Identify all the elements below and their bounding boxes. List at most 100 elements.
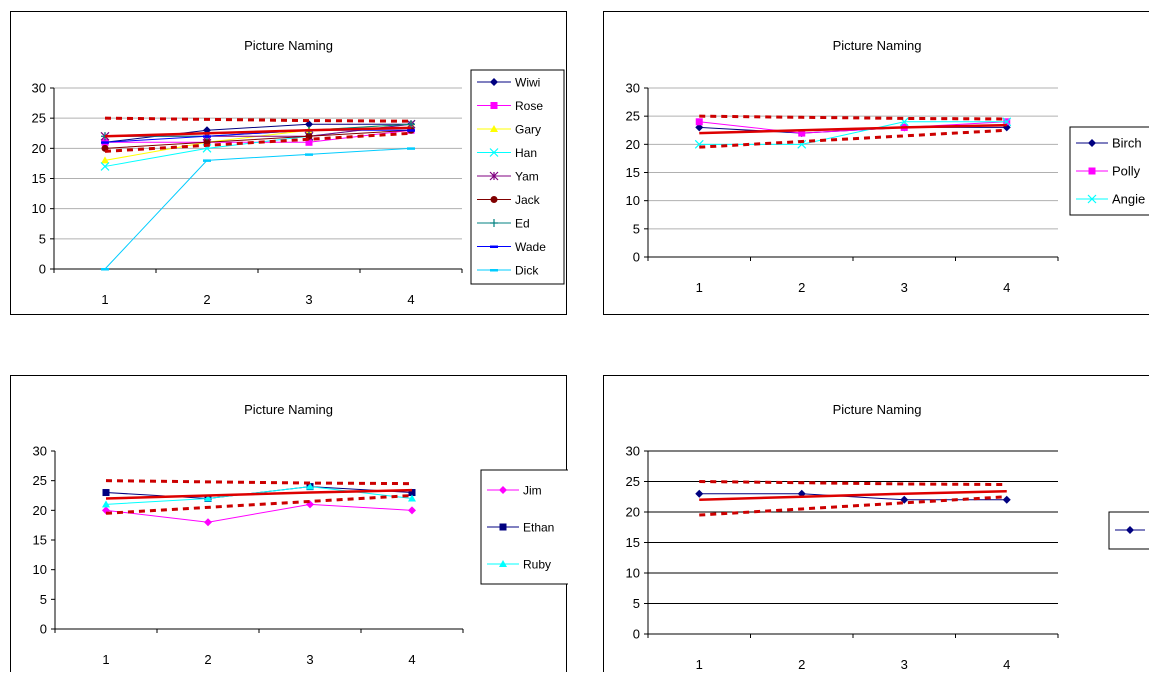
data-point — [490, 102, 498, 109]
chart-title: Picture Naming — [244, 402, 333, 417]
legend-label: Rose — [515, 99, 543, 113]
x-tick-label: 2 — [798, 657, 805, 672]
legend-label: Jim — [523, 484, 542, 498]
legend-label: Jack — [515, 193, 541, 207]
data-point — [204, 518, 212, 527]
x-tick-label: 4 — [408, 652, 415, 667]
series-line — [104, 147, 412, 270]
x-tick-label: 2 — [204, 652, 211, 667]
y-tick-label: 15 — [33, 533, 47, 548]
upper-band-line — [699, 480, 1007, 487]
y-tick-label: 10 — [626, 193, 640, 208]
data-point — [100, 162, 110, 171]
x-tick-label: 3 — [305, 292, 312, 307]
x-tick-label: 1 — [696, 280, 703, 295]
data-point — [408, 494, 416, 502]
data-point — [101, 141, 109, 144]
y-tick-label: 20 — [32, 141, 46, 156]
data-point — [203, 126, 211, 135]
chart-title: Picture Naming — [244, 38, 333, 53]
chart-panel-1: Picture Naming 0 5 10 15 20 25 30 1 2 3 4 Wiwi Rose G… — [10, 11, 567, 315]
data-point — [203, 159, 211, 162]
legend-label: Ruby — [523, 558, 551, 572]
data-point — [499, 560, 507, 567]
lower-band-line — [104, 131, 412, 153]
y-tick-label: 25 — [32, 111, 46, 126]
data-point — [407, 129, 415, 132]
data-point — [1126, 526, 1134, 534]
series-line — [699, 121, 1007, 145]
mean-line — [699, 123, 1007, 135]
mean-line — [105, 488, 413, 500]
lower-band-line — [699, 495, 1007, 517]
y-tick-label: 30 — [626, 444, 640, 459]
y-tick-label: 20 — [33, 503, 47, 518]
data-point — [490, 269, 498, 272]
x-tick-label: 1 — [102, 652, 109, 667]
upper-band-line — [699, 114, 1007, 121]
data-point — [101, 268, 109, 271]
data-point — [204, 494, 212, 502]
data-point — [305, 138, 313, 146]
y-tick-label: 10 — [33, 562, 47, 577]
data-point — [306, 500, 314, 509]
legend-label: Yam — [515, 170, 539, 184]
y-tick-label: 10 — [32, 201, 46, 216]
y-tick-label: 15 — [32, 171, 46, 186]
x-tick-label: 3 — [306, 652, 313, 667]
data-point — [489, 148, 499, 157]
data-point — [306, 482, 314, 490]
y-tick-label: 20 — [626, 505, 640, 520]
y-tick-label: 0 — [39, 262, 46, 277]
data-point — [490, 245, 498, 248]
y-tick-label: 15 — [626, 535, 640, 550]
data-point — [797, 489, 806, 498]
y-tick-label: 0 — [633, 627, 640, 642]
legend-label: Birch — [1112, 136, 1142, 151]
x-tick-label: 2 — [203, 292, 210, 307]
mean-line — [699, 490, 1007, 502]
legend-label: Wiwi — [515, 76, 540, 90]
y-tick-label: 25 — [33, 473, 47, 488]
x-tick-label: 1 — [101, 292, 108, 307]
upper-band-line — [104, 116, 412, 123]
data-point — [695, 118, 703, 126]
data-point — [489, 171, 499, 181]
upper-band-line — [105, 479, 413, 486]
chart-panel-4: Picture Naming 0510152025301234Yale — [603, 375, 1149, 672]
x-tick-label: 2 — [798, 280, 805, 295]
y-tick-label: 0 — [633, 250, 640, 265]
x-tick-label: 3 — [901, 657, 908, 672]
x-tick-label: 4 — [1003, 657, 1010, 672]
data-point — [203, 135, 211, 138]
data-point — [499, 523, 507, 531]
legend-label: Wade — [515, 240, 546, 254]
data-point — [695, 489, 704, 498]
legend-label: Polly — [1112, 164, 1141, 179]
y-tick-label: 15 — [626, 165, 640, 180]
lower-band-line — [699, 128, 1007, 149]
data-point — [407, 120, 415, 129]
data-point — [407, 147, 415, 150]
series-line — [105, 503, 413, 523]
chart-title: Picture Naming — [832, 402, 922, 417]
y-tick-label: 5 — [39, 231, 46, 246]
mean-line — [104, 126, 412, 138]
x-tick-label: 3 — [901, 280, 908, 295]
y-tick-label: 20 — [626, 137, 640, 152]
data-point — [499, 486, 507, 494]
data-point — [490, 196, 498, 203]
data-point — [1002, 495, 1011, 504]
chart-svg: 0510152025301234Yale — [626, 444, 1149, 672]
data-point — [1087, 194, 1097, 204]
data-point — [408, 506, 416, 515]
y-tick-label: 30 — [32, 81, 46, 96]
data-point — [305, 153, 313, 156]
y-tick-label: 5 — [633, 596, 640, 611]
chart-svg: 0 5 10 15 20 25 30 1 2 3 4 Jim Ethan Ruby — [33, 444, 568, 667]
lower-band-line — [105, 494, 413, 515]
legend-label: Dick — [515, 264, 539, 278]
chart-panel-3: Picture Naming 0 5 10 15 20 25 30 1 2 3 4 Jim Ethan R… — [10, 375, 568, 672]
data-point — [408, 489, 416, 497]
legend-label: Ed — [515, 217, 530, 231]
